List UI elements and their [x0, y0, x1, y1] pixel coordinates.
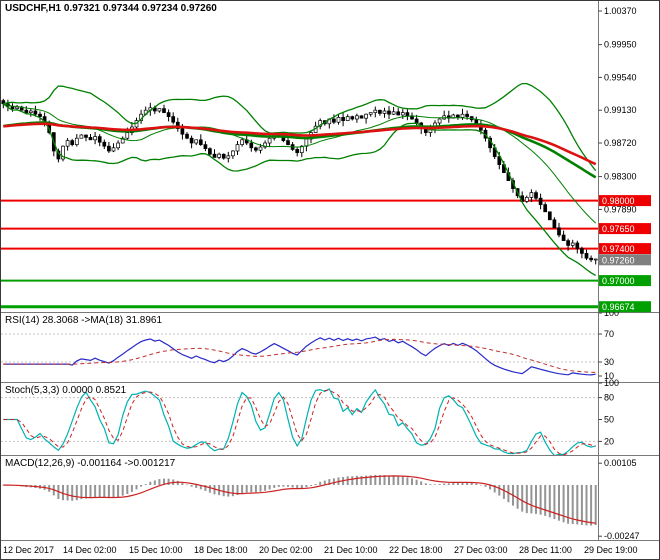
- price-level-label: [599, 275, 651, 287]
- price-level-label: [599, 301, 651, 313]
- macd-tick-label: 0.00105: [604, 458, 637, 468]
- stoch-label: Stoch(5,3,3) 0.0000 0.8521: [5, 385, 127, 396]
- chart-canvas[interactable]: 1.00370 0.99950 0.99540 0.99130 0.98720 0.983…: [1, 1, 660, 541]
- rsi-tick-label: 30: [604, 357, 614, 367]
- stoch-tick-label: 80: [604, 393, 614, 403]
- stoch-tick-label: 20: [604, 436, 614, 446]
- price-level-label: [599, 195, 651, 207]
- macd-plot: [2, 474, 597, 526]
- time-label: 28 Dec 11:00: [519, 545, 572, 555]
- rsi-tick-label: 10: [604, 371, 614, 381]
- macd-label: MACD(12,26,9) -0.001164 ->0.001217: [5, 458, 176, 469]
- price-tick-label: 0.98300: [604, 172, 637, 182]
- moving-averages: [3, 121, 597, 179]
- current-price-label: [599, 254, 651, 266]
- svg-text:0.97400: 0.97400: [602, 244, 635, 254]
- candles-layer: [1, 98, 598, 265]
- time-label: 12 Dec 2017: [3, 545, 55, 555]
- time-label: 29 Dec 19:00: [584, 545, 638, 555]
- rsi-label: RSI(14) 28.3068 ->MA(18) 31.8961: [5, 315, 163, 326]
- panel-separators: [1, 1, 659, 541]
- price-tick-label: 0.98720: [604, 138, 637, 148]
- svg-text:0.97260: 0.97260: [602, 255, 635, 265]
- svg-text:0.97650: 0.97650: [602, 224, 635, 234]
- time-label: 15 Dec 10:00: [129, 545, 183, 555]
- time-label: 14 Dec 02:00: [63, 545, 117, 555]
- time-label: 20 Dec 02:00: [259, 545, 313, 555]
- rsi-plot: [1, 333, 598, 376]
- price-tick-label: 0.99950: [604, 40, 637, 50]
- support-resistance-lines: [1, 199, 598, 309]
- svg-text:0.97000: 0.97000: [602, 276, 635, 286]
- stoch-tick-label: 100: [604, 378, 619, 388]
- svg-text:0.98000: 0.98000: [602, 196, 635, 206]
- stoch-plot: [1, 388, 598, 457]
- time-label: 18 Dec 18:00: [194, 545, 248, 555]
- price-tick-label: 0.99130: [604, 105, 637, 115]
- time-label: 27 Dec 03:00: [454, 545, 508, 555]
- time-label: 22 Dec 18:00: [389, 545, 443, 555]
- price-tick-label: 0.97890: [604, 204, 637, 214]
- rsi-tick-label: 70: [604, 329, 614, 339]
- chart-header: USDCHF,H1 0.97321 0.97344 0.97234 0.9726…: [5, 3, 217, 14]
- price-tick-label: 0.99540: [604, 72, 637, 82]
- rsi-tick-label: 100: [604, 308, 619, 318]
- price-tick-label: 1.00370: [604, 6, 637, 16]
- time-axis[interactable]: 12 Dec 2017 14 Dec 02:00 15 Dec 10:00 18 De…: [1, 540, 659, 559]
- svg-text:0.96674: 0.96674: [602, 302, 635, 312]
- price-level-label: [599, 243, 651, 255]
- time-label: 21 Dec 10:00: [324, 545, 378, 555]
- macd-tick-label: -0.00247: [604, 531, 640, 541]
- price-level-label: [599, 223, 651, 235]
- stoch-tick-label: 50: [604, 415, 614, 425]
- price-axis: 1.00370 0.99950 0.99540 0.99130 0.98720 0.983…: [598, 6, 651, 541]
